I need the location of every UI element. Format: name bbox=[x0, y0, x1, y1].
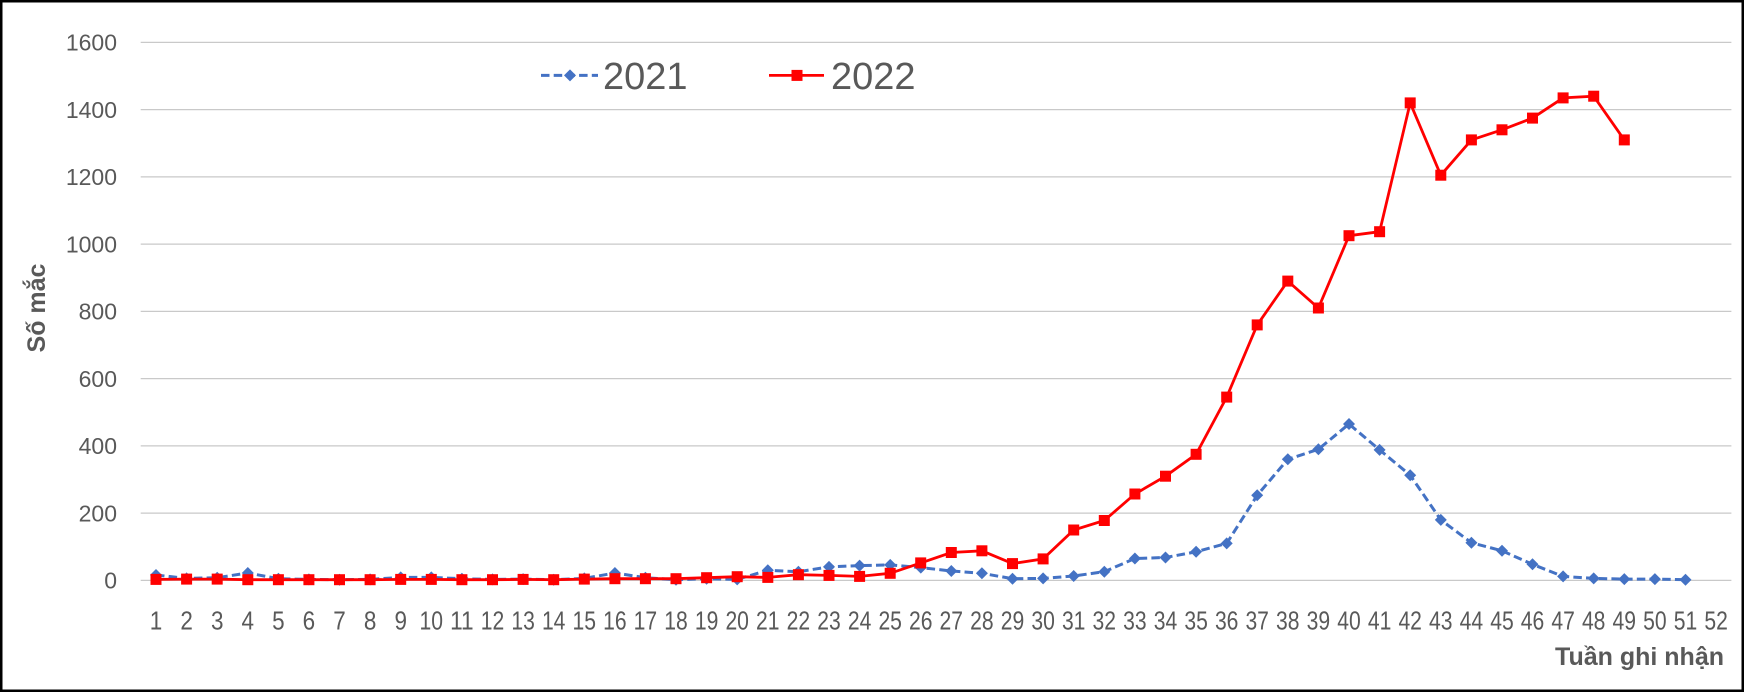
svg-text:49: 49 bbox=[1613, 608, 1637, 636]
svg-text:20: 20 bbox=[725, 608, 749, 636]
svg-text:3: 3 bbox=[211, 608, 224, 636]
svg-text:2021: 2021 bbox=[603, 56, 688, 98]
svg-text:25: 25 bbox=[878, 608, 902, 636]
svg-text:400: 400 bbox=[79, 433, 117, 459]
svg-text:31: 31 bbox=[1062, 608, 1086, 636]
svg-text:15: 15 bbox=[573, 608, 597, 636]
svg-text:12: 12 bbox=[481, 608, 505, 636]
svg-text:33: 33 bbox=[1123, 608, 1147, 636]
svg-text:48: 48 bbox=[1582, 608, 1606, 636]
svg-text:8: 8 bbox=[364, 608, 377, 636]
svg-text:26: 26 bbox=[909, 608, 933, 636]
svg-text:38: 38 bbox=[1276, 608, 1300, 636]
svg-text:40: 40 bbox=[1337, 608, 1361, 636]
svg-text:28: 28 bbox=[970, 608, 994, 636]
svg-text:14: 14 bbox=[542, 608, 566, 636]
svg-text:0: 0 bbox=[104, 568, 117, 594]
svg-text:21: 21 bbox=[756, 608, 780, 636]
svg-text:1400: 1400 bbox=[66, 97, 117, 123]
svg-text:18: 18 bbox=[664, 608, 688, 636]
svg-text:43: 43 bbox=[1429, 608, 1453, 636]
svg-text:29: 29 bbox=[1001, 608, 1025, 636]
svg-text:52: 52 bbox=[1704, 608, 1728, 636]
svg-text:16: 16 bbox=[603, 608, 627, 636]
svg-text:Tuần ghi nhận: Tuần ghi nhận bbox=[1555, 643, 1724, 671]
svg-text:37: 37 bbox=[1245, 608, 1269, 636]
svg-text:44: 44 bbox=[1460, 608, 1484, 636]
svg-text:32: 32 bbox=[1093, 608, 1117, 636]
svg-text:47: 47 bbox=[1551, 608, 1575, 636]
svg-text:19: 19 bbox=[695, 608, 719, 636]
svg-text:39: 39 bbox=[1307, 608, 1331, 636]
svg-text:17: 17 bbox=[634, 608, 658, 636]
svg-text:45: 45 bbox=[1490, 608, 1514, 636]
svg-text:35: 35 bbox=[1184, 608, 1208, 636]
svg-text:51: 51 bbox=[1674, 608, 1698, 636]
svg-text:27: 27 bbox=[940, 608, 964, 636]
svg-text:2022: 2022 bbox=[831, 56, 916, 98]
svg-text:34: 34 bbox=[1154, 608, 1178, 636]
svg-text:600: 600 bbox=[79, 366, 117, 392]
svg-text:22: 22 bbox=[787, 608, 811, 636]
svg-text:800: 800 bbox=[79, 299, 117, 325]
svg-text:42: 42 bbox=[1398, 608, 1422, 636]
svg-text:5: 5 bbox=[272, 608, 285, 636]
svg-text:1200: 1200 bbox=[66, 164, 117, 190]
svg-text:23: 23 bbox=[817, 608, 841, 636]
svg-text:9: 9 bbox=[394, 608, 407, 636]
svg-text:13: 13 bbox=[511, 608, 535, 636]
svg-text:36: 36 bbox=[1215, 608, 1239, 636]
svg-text:4: 4 bbox=[242, 608, 255, 636]
svg-text:11: 11 bbox=[450, 608, 474, 636]
svg-text:41: 41 bbox=[1368, 608, 1392, 636]
svg-text:30: 30 bbox=[1031, 608, 1055, 636]
svg-text:10: 10 bbox=[420, 608, 444, 636]
svg-text:Số mắc: Số mắc bbox=[21, 263, 51, 352]
svg-text:1600: 1600 bbox=[66, 30, 117, 56]
svg-text:50: 50 bbox=[1643, 608, 1667, 636]
svg-text:7: 7 bbox=[333, 608, 346, 636]
svg-text:6: 6 bbox=[303, 608, 316, 636]
svg-text:1000: 1000 bbox=[66, 231, 117, 257]
svg-text:46: 46 bbox=[1521, 608, 1545, 636]
svg-text:2: 2 bbox=[180, 608, 193, 636]
svg-text:200: 200 bbox=[79, 500, 117, 526]
svg-text:24: 24 bbox=[848, 608, 872, 636]
svg-text:1: 1 bbox=[150, 608, 163, 636]
